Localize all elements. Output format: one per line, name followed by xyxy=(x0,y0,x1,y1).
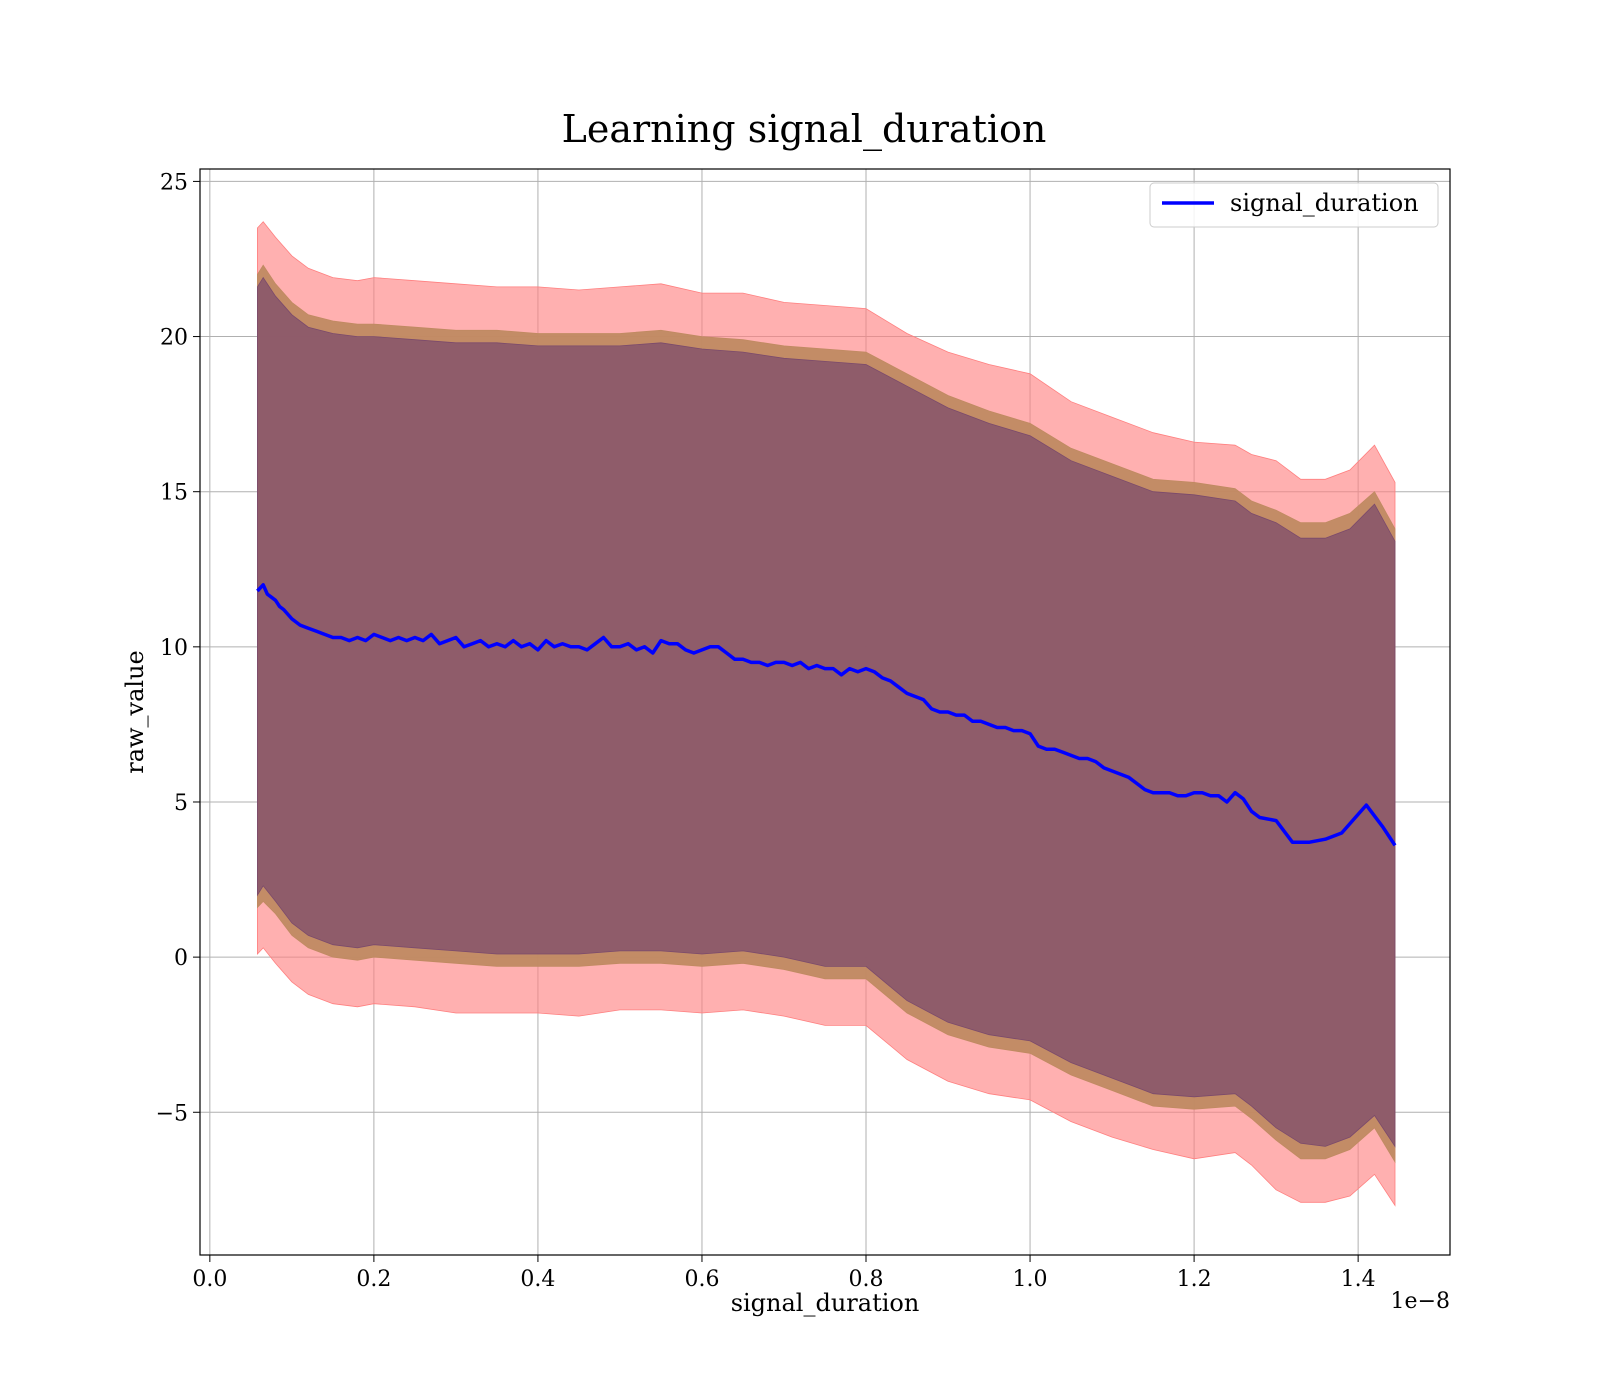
x-tick-label: 1.4 xyxy=(1341,1267,1376,1292)
chart-title: Learning signal_duration xyxy=(562,107,1047,152)
x-tick-label: 1.0 xyxy=(1013,1267,1048,1292)
x-offset-label: 1e−8 xyxy=(1391,1289,1450,1314)
x-tick-label: 0.2 xyxy=(356,1267,391,1292)
legend-box xyxy=(1149,182,1439,228)
y-tick-label: 20 xyxy=(160,326,188,351)
x-tick-label: 1.2 xyxy=(1177,1267,1212,1292)
plot-area xyxy=(200,169,1450,1255)
y-tick-label: 5 xyxy=(174,791,188,816)
x-tick-label: 0.6 xyxy=(684,1267,719,1292)
x-tick-label: 0.4 xyxy=(520,1267,555,1292)
x-axis-label: signal_duration xyxy=(731,1289,920,1317)
confidence-bands xyxy=(257,221,1396,1207)
legend-label: signal_duration xyxy=(1230,189,1419,217)
band-inner xyxy=(257,276,1396,1148)
y-tick-label: 15 xyxy=(160,481,188,506)
x-tick-label: 0.0 xyxy=(192,1267,227,1292)
legend: signal_duration xyxy=(1149,182,1439,228)
y-tick-label: 0 xyxy=(174,946,188,971)
y-tick-label: 25 xyxy=(160,170,188,195)
series-line-signal_duration xyxy=(256,583,1397,847)
y-axis-label: raw_value xyxy=(121,650,149,774)
y-tick-label: −5 xyxy=(156,1101,188,1126)
series-lines xyxy=(256,583,1397,847)
plot-frame xyxy=(199,168,1451,1256)
x-tick-label: 0.8 xyxy=(849,1267,884,1292)
x-axis-ticks: 0.0 0.2 0.4 0.6 0.8 1.0 1.2 1.4 xyxy=(192,1255,1376,1292)
y-axis-ticks: −5 0 5 10 15 20 25 xyxy=(156,170,200,1126)
y-tick-label: 10 xyxy=(160,636,188,661)
